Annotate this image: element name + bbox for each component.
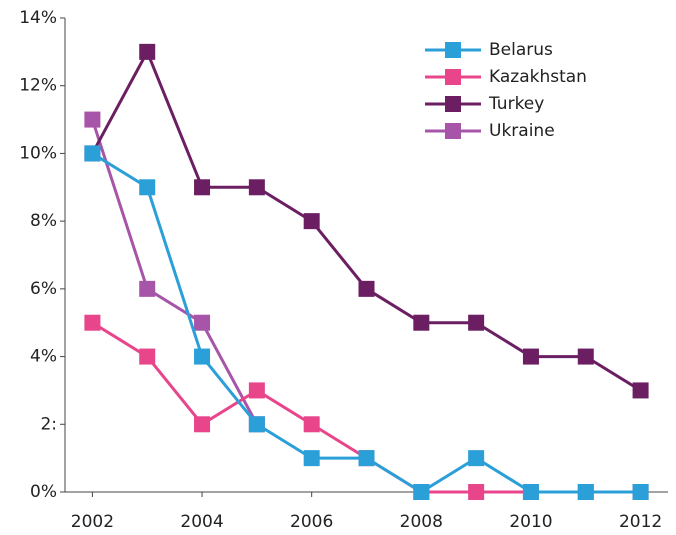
y-tick-label: 8%	[30, 211, 57, 231]
y-tick-label: 6%	[30, 279, 57, 299]
point	[139, 280, 156, 297]
legend-marker	[445, 123, 461, 139]
y-tick-label: 0%	[30, 482, 57, 502]
point	[413, 484, 430, 500]
point	[468, 314, 485, 331]
series-line	[91, 48, 642, 392]
legend-marker	[445, 42, 461, 58]
legend-marker	[445, 69, 461, 85]
x-tick-label: 2006	[290, 512, 333, 532]
point	[84, 314, 101, 331]
point	[522, 348, 539, 365]
point	[522, 484, 539, 500]
point	[248, 416, 265, 433]
series-line	[90, 119, 259, 425]
point	[303, 416, 320, 433]
y-tick-label: 12%	[19, 76, 57, 96]
point	[413, 314, 430, 331]
point	[632, 484, 649, 500]
point	[194, 314, 211, 331]
point	[303, 213, 320, 230]
point	[194, 179, 211, 196]
x-tick-label: 2002	[71, 512, 114, 532]
x-tick-label: 2008	[400, 512, 443, 532]
point	[194, 348, 211, 365]
y-tick-label: 10%	[19, 143, 57, 163]
point	[139, 43, 156, 60]
point	[84, 111, 101, 128]
point	[139, 348, 156, 365]
legend-marker	[445, 96, 461, 112]
point	[358, 450, 375, 467]
legend-label: Ukraine	[489, 121, 555, 141]
point	[577, 348, 594, 365]
point	[303, 450, 320, 467]
point	[577, 484, 594, 500]
x-tick-label: 2012	[619, 512, 662, 532]
legend-label: Turkey	[488, 94, 544, 114]
point	[632, 382, 649, 399]
y-tick-label: 14%	[19, 8, 57, 28]
series-line	[91, 152, 641, 494]
x-tick-label: 2010	[509, 512, 552, 532]
point	[194, 416, 211, 433]
point	[468, 484, 485, 500]
point	[248, 382, 265, 399]
point	[139, 179, 156, 196]
y-tick-label: 4%	[30, 347, 57, 367]
point	[358, 280, 375, 297]
point	[248, 179, 265, 196]
legend-label: Kazakhstan	[489, 67, 587, 87]
y-tick-label: 2:	[40, 414, 57, 434]
point	[84, 145, 101, 162]
series-line	[91, 321, 641, 494]
x-tick-label: 2004	[180, 512, 223, 532]
point	[468, 450, 485, 467]
legend-label: Belarus	[489, 40, 553, 60]
